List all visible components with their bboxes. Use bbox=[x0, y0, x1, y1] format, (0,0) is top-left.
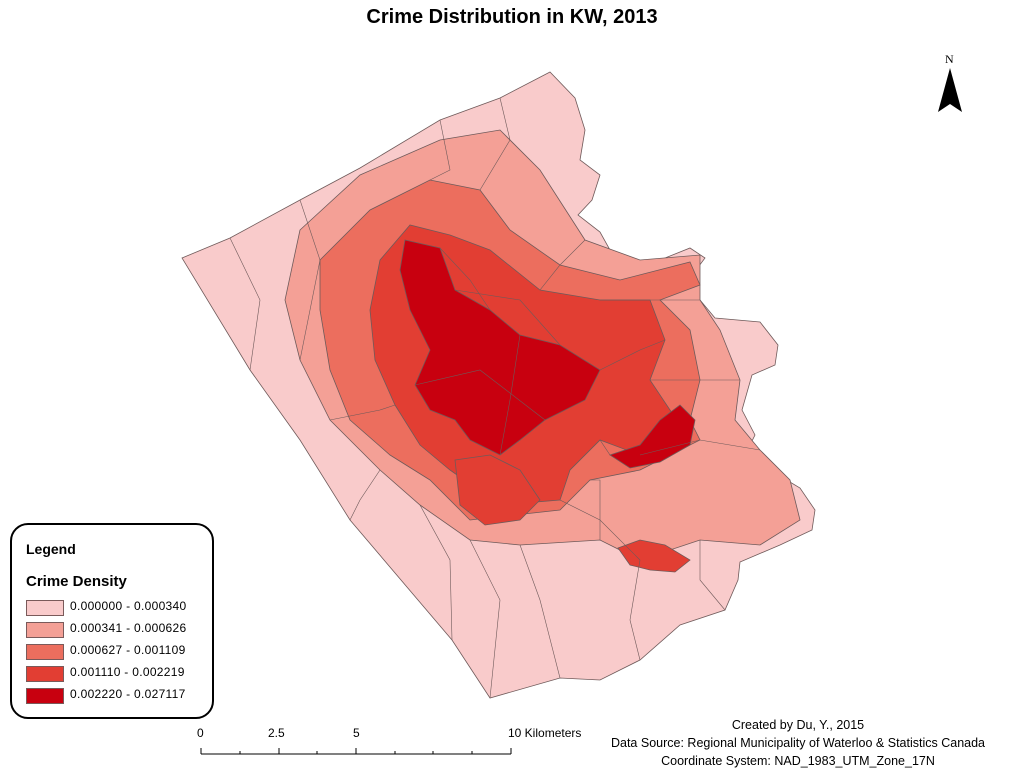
scale-label: 5 bbox=[353, 726, 360, 740]
legend-title: Legend bbox=[26, 541, 76, 557]
north-label: N bbox=[945, 52, 954, 66]
scale-label: 2.5 bbox=[268, 726, 285, 740]
legend-label: 0.002220 - 0.027117 bbox=[70, 687, 186, 701]
density-hotspot-east bbox=[609, 404, 696, 469]
legend-swatch bbox=[26, 644, 64, 660]
legend-label: 0.001110 - 0.002219 bbox=[70, 665, 185, 679]
legend-swatch bbox=[26, 666, 64, 682]
legend-swatch bbox=[26, 688, 64, 704]
legend-item: 0.000341 - 0.000626 bbox=[26, 619, 211, 639]
north-arrow-icon bbox=[938, 68, 962, 112]
density-hotspot-south bbox=[454, 454, 541, 526]
legend-subtitle: Crime Density bbox=[26, 573, 127, 590]
legend-swatch bbox=[26, 622, 64, 638]
map-base bbox=[181, 71, 816, 699]
scale-label: 0 bbox=[197, 726, 204, 740]
density-hotspot-southeast bbox=[617, 539, 691, 573]
credit-data-source: Data Source: Regional Municipality of Wa… bbox=[610, 736, 986, 750]
map-credits: Created by Du, Y., 2015 Data Source: Reg… bbox=[578, 716, 1018, 770]
legend-item: 0.002220 - 0.027117 bbox=[26, 685, 211, 705]
credit-created-by: Created by Du, Y., 2015 bbox=[731, 718, 865, 732]
scale-bar: 0 2.5 5 10 Kilometers bbox=[195, 726, 615, 766]
legend-box: Legend Crime Density 0.000000 - 0.000340… bbox=[10, 523, 214, 719]
legend-label: 0.000000 - 0.000340 bbox=[70, 599, 187, 613]
scale-label: 10 Kilometers bbox=[508, 726, 582, 740]
legend-item: 0.000627 - 0.001109 bbox=[26, 641, 211, 661]
tract-boundaries bbox=[229, 97, 761, 699]
legend-item: 0.000000 - 0.000340 bbox=[26, 597, 211, 617]
legend-label: 0.000341 - 0.000626 bbox=[70, 621, 187, 635]
legend-label: 0.000627 - 0.001109 bbox=[70, 643, 186, 657]
map-title: Crime Distribution in KW, 2013 bbox=[366, 6, 658, 28]
scale-ruler bbox=[200, 748, 512, 755]
legend-swatch bbox=[26, 600, 64, 616]
legend-item: 0.001110 - 0.002219 bbox=[26, 663, 211, 683]
credit-coordinate-system: Coordinate System: NAD_1983_UTM_Zone_17N bbox=[661, 754, 935, 768]
